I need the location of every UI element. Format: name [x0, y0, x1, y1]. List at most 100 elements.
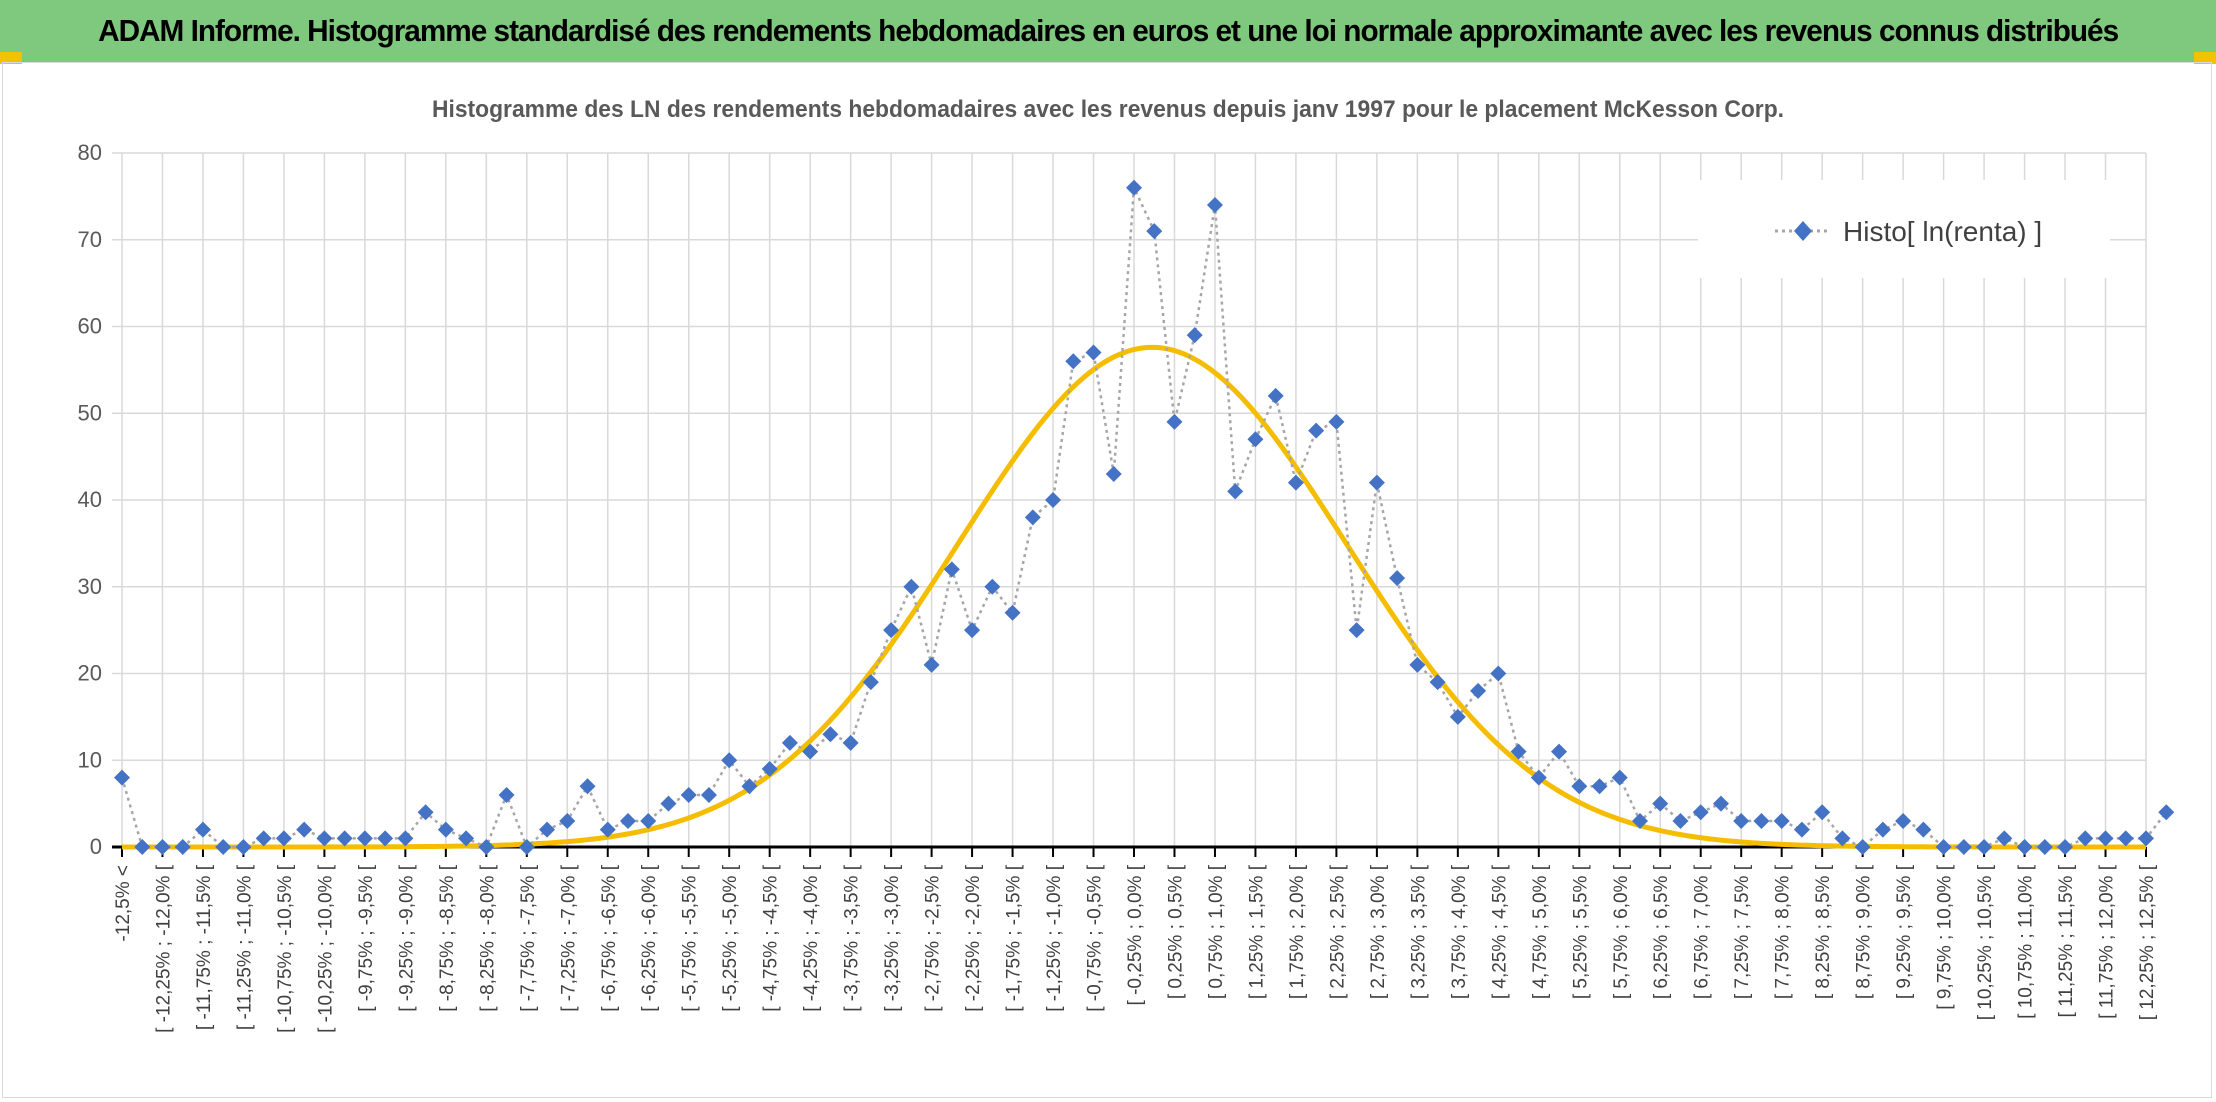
x-tick-label: [ 0,25% ; 0,5% [: [1165, 864, 1186, 999]
y-tick-label: 20: [78, 661, 102, 686]
histogram-point: [1733, 812, 1750, 829]
histogram-point: [1166, 413, 1183, 430]
x-tick-label: [ 3,75% ; 4,0% [: [1449, 864, 1470, 999]
histogram-point: [377, 830, 394, 847]
x-tick-label: [ 8,75% ; 9,0% [: [1854, 864, 1875, 999]
histogram-point: [883, 622, 900, 639]
x-tick-label: [ -6,25% ; -6,0% [: [639, 864, 660, 1012]
y-tick-label: 60: [78, 314, 102, 339]
histogram-point: [356, 830, 373, 847]
histogram-point: [1793, 821, 1810, 838]
histogram-point: [397, 830, 414, 847]
x-tick-label: [ -10,25% ; -10,0% [: [315, 864, 336, 1033]
histogram-point: [1389, 570, 1406, 587]
histogram-point: [1247, 431, 1264, 448]
legend-label: Histo[ ln(renta) ]: [1843, 216, 2042, 247]
histogram-point: [417, 804, 434, 821]
histogram-point: [2057, 839, 2074, 855]
histogram-point: [114, 769, 130, 786]
histogram-point: [559, 812, 576, 829]
histogram-point: [1368, 474, 1385, 491]
x-tick-label: [ -2,25% ; -2,0% [: [963, 864, 984, 1012]
histogram-point: [1571, 778, 1588, 795]
histogram-point: [2138, 830, 2154, 847]
histogram-point: [579, 778, 596, 795]
histogram-point: [1915, 821, 1932, 838]
x-tick-label: [ 7,75% ; 8,0% [: [1773, 864, 1794, 999]
histogram-point: [1632, 812, 1648, 829]
histogram-point: [215, 839, 232, 855]
x-tick-label: [ 10,75% ; 11,0% [: [2016, 864, 2037, 1019]
histogram-point: [721, 752, 738, 769]
histogram-point: [964, 622, 981, 639]
histogram-point: [2036, 839, 2053, 855]
histogram-point: [478, 839, 495, 855]
x-tick-label: [ -6,75% ; -6,5% [: [599, 864, 620, 1012]
y-tick-label: 0: [90, 834, 102, 859]
histogram-point: [1510, 743, 1527, 760]
banner-accent-left: [0, 52, 22, 64]
x-tick-label: [ 5,25% ; 5,5% [: [1570, 864, 1591, 999]
histogram-point: [781, 734, 798, 751]
histogram-point: [822, 726, 839, 743]
histogram-point: [1955, 839, 1972, 855]
histogram-point: [2117, 830, 2134, 847]
x-tick-label: [ 1,25% ; 1,5% [: [1246, 864, 1267, 999]
x-tick-label: [ -8,75% ; -8,5% [: [437, 864, 458, 1012]
histogram-point: [1814, 804, 1831, 821]
x-tick-label: [ -8,25% ; -8,0% [: [477, 864, 498, 1012]
histogram-point: [1773, 812, 1790, 829]
x-tick-label: [ -7,25% ; -7,0% [: [558, 864, 579, 1012]
x-tick-label: [ -5,25% ; -5,0% [: [720, 864, 741, 1012]
histogram-point: [458, 830, 475, 847]
histogram-point: [134, 839, 151, 855]
histogram-point: [1449, 708, 1466, 725]
histogram-point: [1105, 465, 1122, 482]
x-tick-label: [ 4,25% ; 4,5% [: [1489, 864, 1510, 999]
x-tick-label: [ -4,25% ; -4,0% [: [801, 864, 822, 1012]
x-tick-label: [ 12,25% ; 12,5% [: [2137, 864, 2158, 1020]
histogram-point: [2077, 830, 2094, 847]
histogram-point: [660, 795, 677, 812]
histogram-point: [761, 760, 778, 777]
y-tick-label: 70: [78, 227, 102, 252]
banner-accent-right: [2194, 52, 2216, 64]
y-tick-label: 50: [78, 400, 102, 425]
histogram-point: [1935, 839, 1952, 855]
histogram-point: [802, 743, 819, 760]
histogram-point: [862, 674, 879, 691]
histogram-point: [1227, 483, 1244, 500]
chart-title: Histogramme des LN des rendements hebdom…: [432, 96, 1784, 123]
histogram-point: [437, 821, 454, 838]
histogram-point: [1611, 769, 1628, 786]
x-tick-label: [ -7,75% ; -7,5% [: [518, 864, 539, 1012]
histogram-point: [194, 821, 211, 838]
x-tick-label: [ 8,25% ; 8,5% [: [1813, 864, 1834, 999]
x-tick-label: -12,5% <: [113, 865, 134, 942]
x-tick-label: [ -10,75% ; -10,5% [: [275, 864, 296, 1033]
histogram-point: [235, 839, 252, 855]
histogram-point: [154, 839, 171, 855]
histogram-series-line: [120, 182, 2168, 850]
histogram-point: [620, 812, 636, 829]
legend-box: [1698, 180, 2110, 278]
histogram-point: [1753, 812, 1770, 829]
x-tick-label: [ 2,25% ; 2,5% [: [1327, 864, 1348, 999]
histogram-point: [1126, 179, 1142, 196]
x-tick-label: [ 7,25% ; 7,5% [: [1732, 864, 1753, 999]
histogram-point: [1712, 795, 1729, 812]
histogram-point: [842, 734, 859, 751]
histogram-point: [1287, 474, 1304, 491]
x-tick-label: [ -9,25% ; -9,0% [: [396, 864, 417, 1012]
histogram-point: [2097, 830, 2114, 847]
x-tick-label: [ 10,25% ; 10,5% [: [1975, 864, 1996, 1020]
histogram-point: [923, 656, 940, 673]
histogram-series-layer: [114, 179, 2175, 855]
histogram-point: [2016, 839, 2033, 855]
x-tick-label: [ 9,25% ; 9,5% [: [1894, 864, 1915, 999]
y-axis-ticks: 0 10 20 30 40 50 60 70 80: [78, 140, 102, 859]
histogram-point: [316, 830, 333, 847]
histogram-point: [680, 786, 697, 803]
histogram-point: [1409, 656, 1426, 673]
histogram-point: [275, 830, 292, 847]
